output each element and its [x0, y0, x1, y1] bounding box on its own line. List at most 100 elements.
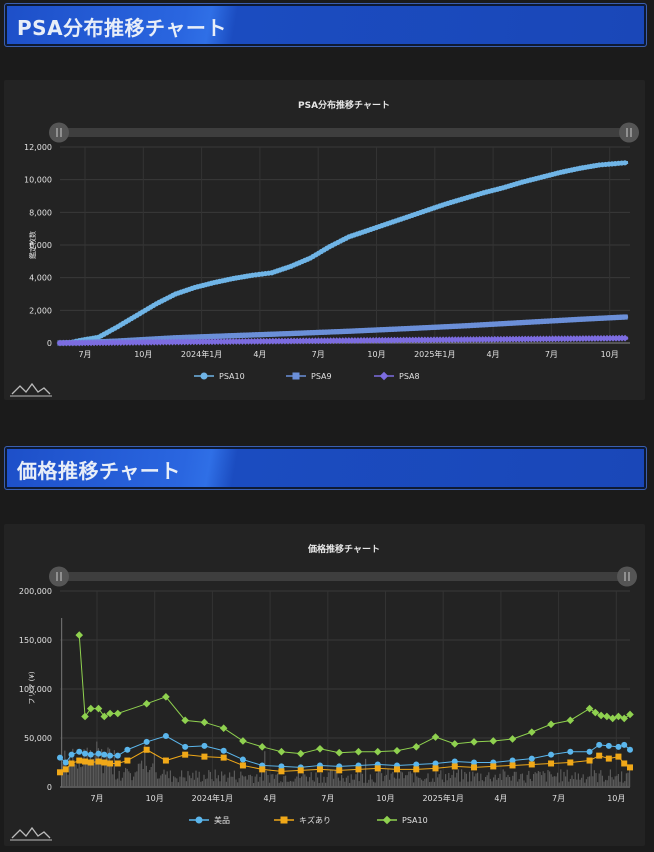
zoom-slider-right-handle[interactable]: [617, 566, 637, 587]
zoom-slider-track[interactable]: [58, 572, 630, 581]
data-point: [440, 324, 446, 330]
y-tick-label: 12,000: [24, 143, 52, 152]
zoom-slider-left-handle[interactable]: [49, 122, 69, 143]
volume-bar: [537, 771, 539, 787]
volume-bar: [155, 772, 157, 787]
data-point: [361, 327, 367, 334]
data-point: [565, 317, 571, 323]
data-point: [385, 326, 391, 333]
data-point: [449, 323, 455, 330]
volume-bar: [179, 776, 181, 787]
data-point: [443, 324, 449, 330]
volume-bar: [505, 777, 507, 787]
volume-bar: [465, 773, 467, 787]
data-point: [68, 760, 75, 767]
data-point: [258, 332, 264, 338]
volume-bar: [413, 782, 415, 787]
data-point: [278, 768, 285, 775]
y-tick-label: 0: [47, 339, 52, 348]
data-point: [432, 760, 439, 767]
volume-bar: [533, 774, 535, 787]
data-point: [315, 329, 322, 336]
volume-bar: [129, 773, 131, 787]
data-point: [124, 757, 131, 764]
data-point: [516, 320, 522, 326]
data-point: [276, 331, 282, 337]
volume-bar: [344, 781, 346, 787]
data-point: [537, 318, 544, 325]
x-tick-label: 4月: [264, 794, 277, 803]
data-point: [221, 333, 227, 339]
data-point: [567, 748, 574, 755]
volume-bar: [405, 775, 407, 787]
x-tick-label: 10月: [146, 794, 164, 803]
volume-bar: [445, 774, 447, 787]
volume-bar: [478, 781, 480, 787]
data-point: [364, 327, 370, 334]
x-tick-label: 10月: [601, 350, 619, 359]
data-point: [185, 334, 191, 340]
chart-title: PSA分布推移チャート: [298, 99, 390, 111]
legend-label: キズあり: [299, 815, 331, 825]
data-point: [76, 757, 83, 764]
volume-bar: [590, 759, 592, 787]
chart-title: 価格推移チャート: [307, 543, 380, 555]
volume-bar: [417, 777, 419, 787]
data-point: [194, 334, 200, 340]
data-point: [556, 317, 562, 324]
data-point: [528, 761, 535, 768]
volume-bar: [579, 779, 581, 787]
data-point: [370, 327, 376, 333]
data-point: [166, 335, 173, 341]
data-point: [258, 743, 266, 751]
volume-bar: [513, 771, 515, 787]
data-point: [451, 758, 458, 765]
volume-bar: [349, 782, 351, 787]
x-tick-label: 10月: [376, 794, 394, 803]
volume-bar: [430, 781, 432, 787]
data-point: [87, 751, 94, 758]
data-point: [95, 750, 102, 757]
volume-bar: [585, 779, 587, 787]
data-point: [585, 704, 594, 713]
volume-bar: [496, 779, 498, 787]
data-point: [605, 742, 612, 749]
volume-bar: [189, 775, 191, 787]
data-point: [598, 315, 604, 321]
volume-bar: [69, 756, 71, 787]
data-point: [316, 766, 323, 773]
volume-bar: [333, 778, 335, 787]
data-point: [591, 708, 600, 717]
zoom-slider-left-handle[interactable]: [49, 566, 69, 587]
volume-bar: [454, 777, 456, 787]
data-point: [471, 759, 478, 766]
data-point: [201, 742, 208, 749]
data-point: [608, 714, 617, 723]
volume-bar: [462, 779, 464, 787]
data-point: [212, 333, 218, 339]
volume-bar: [341, 774, 343, 787]
volume-bar: [157, 778, 159, 787]
zoom-slider-right-handle[interactable]: [619, 122, 639, 143]
data-point: [586, 757, 593, 764]
volume-bar: [595, 773, 597, 787]
volume-bar: [608, 775, 610, 787]
volume-bar: [302, 772, 304, 787]
data-point: [220, 747, 227, 754]
volume-bar: [381, 773, 383, 787]
data-point: [101, 751, 108, 758]
data-point: [610, 315, 616, 321]
volume-bar: [307, 781, 309, 787]
zoom-slider-track[interactable]: [58, 128, 630, 137]
volume-bar: [243, 776, 245, 787]
volume-bar: [246, 779, 248, 787]
data-point: [181, 716, 189, 725]
y-axis-label: フリマ (¥): [28, 671, 36, 704]
data-point: [621, 760, 628, 767]
data-point: [215, 333, 221, 339]
volume-bar: [448, 773, 450, 787]
data-point: [162, 757, 169, 764]
volume-bar: [409, 771, 411, 787]
data-point: [571, 317, 577, 323]
volume-bar: [477, 772, 479, 787]
